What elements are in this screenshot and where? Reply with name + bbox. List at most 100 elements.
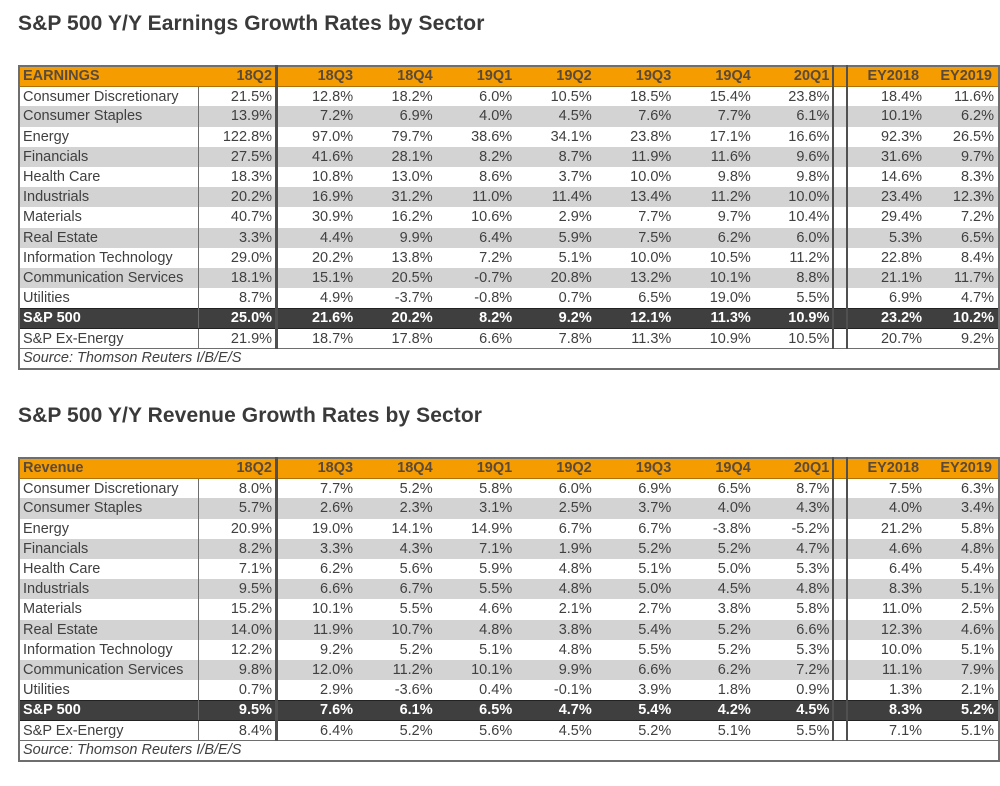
quarter-value: 13.2% — [594, 267, 675, 289]
quarter-value: 19.0% — [276, 518, 357, 539]
quarter-value: 0.7% — [198, 680, 278, 701]
quarter-value: 25.0% — [198, 307, 279, 329]
column-header: 18Q3 — [276, 458, 357, 479]
quarter-value: 8.2% — [198, 538, 278, 559]
quarter-value: 40.7% — [198, 207, 279, 228]
quarter-value: 6.4% — [276, 720, 357, 742]
ey2018-value: 22.8% — [847, 247, 926, 268]
quarter-value: 5.2% — [674, 639, 754, 660]
ey2019-value: 26.5% — [925, 126, 999, 147]
column-separator — [832, 579, 849, 600]
column-header: 19Q1 — [435, 66, 516, 87]
ey2019-value: 6.3% — [925, 478, 999, 499]
ey2018-value: 23.4% — [847, 187, 926, 208]
quarter-value: 0.9% — [753, 680, 834, 701]
ey2019-value: 7.2% — [925, 207, 999, 228]
table-row: Consumer Staples 13.9% 7.2% 6.9% 4.0% 4.5% 7.6… — [19, 106, 999, 127]
quarter-value: 6.6% — [753, 619, 834, 640]
quarter-value: 23.8% — [753, 86, 834, 107]
column-separator — [832, 207, 849, 228]
sector-label: Financials — [19, 146, 200, 167]
quarter-value: 6.2% — [276, 558, 357, 580]
quarter-value: 5.2% — [594, 720, 675, 742]
ey2019-value: 5.1% — [925, 579, 999, 600]
quarter-value: 41.6% — [276, 146, 357, 167]
column-header: 19Q3 — [594, 458, 675, 479]
sector-label: Energy — [19, 126, 200, 147]
quarter-value: 2.9% — [515, 207, 595, 228]
ey2018-value: 8.3% — [847, 579, 926, 600]
column-header: 19Q1 — [435, 458, 516, 479]
ey2019-value: 4.8% — [925, 538, 999, 559]
sector-label: Energy — [19, 518, 200, 539]
quarter-value: 3.3% — [276, 538, 357, 559]
quarter-value: 10.1% — [674, 267, 754, 289]
ey2018-value: 29.4% — [847, 207, 926, 228]
source-row: Source: Thomson Reuters I/B/E/S — [19, 348, 999, 369]
ey2018-value: 4.6% — [847, 538, 926, 559]
sector-label: S&P Ex-Energy — [19, 328, 200, 350]
quarter-value: 16.9% — [276, 187, 357, 208]
column-header: EY2018 — [847, 66, 926, 87]
column-header: EY2019 — [925, 458, 999, 479]
quarter-value: 9.5% — [198, 699, 278, 721]
table-row: Communication Services 18.1% 15.1% 20.5% -0.… — [19, 267, 999, 289]
quarter-value: 9.2% — [515, 307, 595, 329]
quarter-value: 7.7% — [674, 106, 754, 127]
ey2019-value: 4.6% — [925, 619, 999, 640]
quarter-value: 8.7% — [753, 478, 834, 499]
quarter-value: 10.5% — [753, 328, 834, 350]
table-row: Energy 20.9% 19.0% 14.1% 14.9% 6.7% 6.7% -3.8% -… — [19, 518, 999, 539]
column-separator — [832, 558, 849, 580]
ey2018-value: 5.3% — [847, 227, 926, 248]
sector-label: Materials — [19, 599, 200, 620]
sector-label: Real Estate — [19, 619, 200, 640]
quarter-value: 6.1% — [356, 699, 436, 721]
quarter-value: 8.7% — [515, 146, 595, 167]
ey2019-value: 10.2% — [925, 307, 999, 329]
quarter-value: 6.0% — [753, 227, 834, 248]
quarter-value: 10.5% — [515, 86, 595, 107]
quarter-value: 3.9% — [594, 680, 675, 701]
quarter-value: 7.1% — [435, 538, 516, 559]
table-row: Industrials 9.5% 6.6% 6.7% 5.5% 4.8% 5.0% 4.5% 4… — [19, 579, 999, 600]
ey2018-value: 6.4% — [847, 558, 926, 580]
revenue-growth-table: Revenue 18Q2 18Q3 18Q4 19Q1 19Q2 19Q3 19Q4 20Q1 E… — [18, 457, 1000, 762]
quarter-value: 5.4% — [594, 699, 675, 721]
quarter-value: 5.1% — [674, 720, 754, 742]
quarter-value: 20.9% — [198, 518, 278, 539]
ey2019-value: 8.4% — [925, 247, 999, 268]
sector-label: S&P 500 — [19, 699, 200, 721]
quarter-value: 4.3% — [753, 498, 834, 519]
quarter-value: 5.3% — [753, 639, 834, 660]
column-separator — [832, 227, 849, 248]
ey2018-value: 14.6% — [847, 166, 926, 188]
quarter-value: 4.8% — [515, 558, 595, 580]
ey2018-value: 11.1% — [847, 659, 926, 681]
ey2019-value: 9.7% — [925, 146, 999, 167]
column-separator — [832, 86, 849, 107]
header-label: Revenue — [19, 458, 199, 479]
quarter-value: 4.6% — [435, 599, 516, 620]
column-separator — [832, 66, 849, 87]
quarter-value: 5.2% — [356, 478, 436, 499]
ey2018-value: 7.5% — [847, 478, 926, 499]
ey2018-value: 92.3% — [847, 126, 926, 147]
quarter-value: 6.9% — [594, 478, 675, 499]
quarter-value: 6.5% — [674, 478, 754, 499]
quarter-value: 11.6% — [674, 146, 754, 167]
column-header: 19Q4 — [674, 458, 754, 479]
quarter-value: 10.1% — [435, 659, 516, 681]
column-separator — [832, 307, 849, 329]
column-separator — [832, 106, 849, 127]
table-row: Industrials 20.2% 16.9% 31.2% 11.0% 11.4% 13.4… — [19, 187, 999, 208]
quarter-value: 8.6% — [435, 166, 516, 188]
quarter-value: -0.8% — [435, 288, 516, 309]
sector-label: Consumer Discretionary — [19, 86, 200, 107]
quarter-value: 4.8% — [515, 639, 595, 660]
sector-label: Communication Services — [19, 659, 200, 681]
quarter-value: 8.7% — [198, 288, 279, 309]
column-header: 20Q1 — [753, 458, 834, 479]
table-row: Communication Services 9.8% 12.0% 11.2% 10.1… — [19, 659, 999, 681]
quarter-value: 6.2% — [674, 659, 754, 681]
